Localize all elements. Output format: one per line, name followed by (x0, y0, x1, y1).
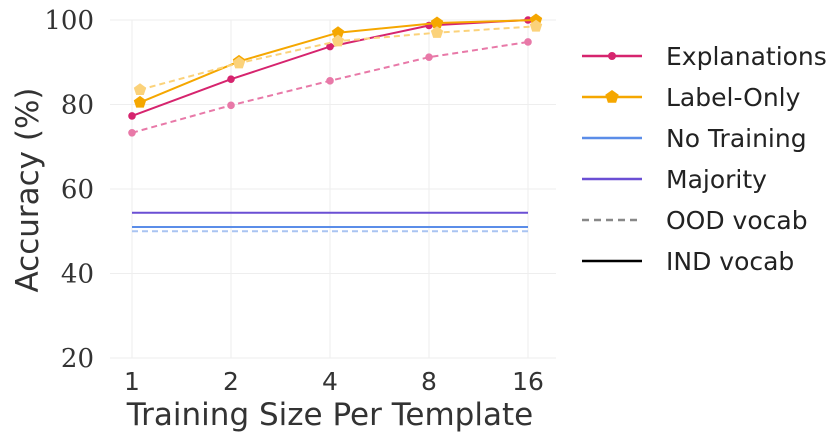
x-axis-label: Training Size Per Template (126, 397, 533, 433)
data-point (331, 34, 345, 47)
y-tick-label: 40 (61, 260, 94, 290)
legend-label: No Training (666, 124, 807, 153)
data-point (331, 26, 345, 38)
y-tick-label: 80 (61, 91, 94, 121)
y-tick-label: 100 (44, 6, 94, 36)
legend-item-no-training: No Training (582, 124, 807, 153)
series-label-only-ind (133, 13, 543, 108)
series-explanations-ood (128, 38, 532, 137)
data-point (128, 129, 136, 137)
y-tick-label: 20 (61, 344, 94, 374)
data-point (326, 42, 334, 51)
data-point (430, 16, 444, 29)
legend-label: Explanations (666, 42, 827, 71)
data-point (128, 112, 136, 120)
legend-label: OOD vocab (666, 206, 808, 235)
legend-marker (605, 90, 619, 103)
legend-item-label-only: Label-Only (582, 83, 801, 112)
legend-item-majority: Majority (582, 165, 767, 194)
x-tick-label: 2 (223, 367, 239, 396)
data-point (529, 19, 543, 32)
data-point (425, 53, 433, 61)
legend-label: IND vocab (666, 247, 794, 276)
legend-label: Majority (666, 165, 767, 194)
y-axis-label: Accuracy (%) (10, 87, 46, 292)
grid (110, 19, 556, 359)
legend-item-ind-vocab: IND vocab (582, 247, 794, 276)
legend-item-explanations: Explanations (582, 42, 827, 71)
data-point (524, 38, 532, 46)
data-point (232, 56, 246, 69)
data-point (133, 83, 147, 95)
series-explanations-ind (128, 16, 532, 120)
x-tick-label: 16 (512, 367, 544, 396)
legend-item-ood-vocab: OOD vocab (582, 206, 808, 235)
data-point (326, 77, 334, 85)
data-point (133, 95, 147, 108)
series-layer (128, 13, 543, 233)
legend-label: Label-Only (666, 83, 801, 112)
legend-marker (608, 52, 616, 60)
x-axis-ticks: 1 2 4 8 16 (124, 367, 544, 396)
x-tick-label: 1 (124, 367, 140, 396)
y-axis-ticks: 20 40 60 80 100 (44, 6, 94, 374)
series-label-only-ood (133, 19, 543, 95)
data-point (227, 101, 235, 110)
y-tick-label: 60 (61, 175, 94, 205)
x-tick-label: 4 (322, 367, 338, 396)
x-tick-label: 8 (421, 367, 437, 396)
data-point (430, 26, 444, 38)
legend: Explanations Label-Only No Training Majorit… (582, 42, 827, 276)
data-point (227, 75, 235, 83)
